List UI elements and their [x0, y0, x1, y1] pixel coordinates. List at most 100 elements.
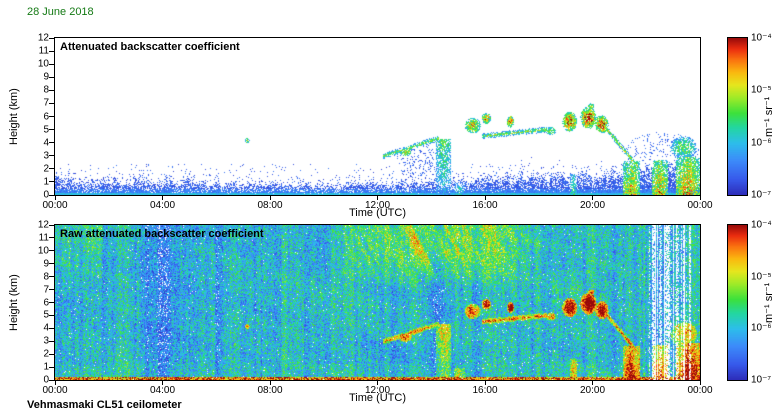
- y-tick-mark: [49, 37, 54, 39]
- colorbar-tick-label: 10⁻⁵: [751, 271, 772, 283]
- x-tick-label: 08:00: [257, 200, 283, 211]
- y-tick-label: 12: [37, 219, 49, 231]
- y-tick-mark: [49, 142, 54, 144]
- x-tick-label: 00:00: [687, 385, 713, 396]
- y-tick-label: 7: [43, 284, 49, 296]
- x-tick-mark: [269, 381, 271, 385]
- colorbar-units-top: m⁻¹ sr⁻¹: [763, 96, 775, 137]
- x-tick-mark: [699, 381, 701, 385]
- colorbar-tick-label: 10⁻⁷: [751, 374, 772, 386]
- y-tick-label: 2: [43, 348, 49, 360]
- x-tick-label: 00:00: [42, 200, 68, 211]
- panel-raw-backscatter: Raw attenuated backscatter coefficient: [54, 224, 701, 381]
- x-tick-mark: [484, 196, 486, 200]
- instrument-label: Vehmasmaki CL51 ceilometer: [27, 399, 182, 411]
- y-tick-label: 3: [43, 150, 49, 162]
- x-tick-label: 08:00: [257, 385, 283, 396]
- panel-title-raw: Raw attenuated backscatter coefficient: [60, 228, 264, 240]
- y-tick-mark: [49, 116, 54, 117]
- y-tick-mark: [49, 89, 54, 91]
- y-tick-mark: [49, 366, 54, 368]
- y-tick-mark: [49, 263, 54, 265]
- y-tick-mark: [49, 276, 54, 278]
- raw-backscatter-heatmap: [55, 225, 700, 380]
- panel-title-attenuated: Attenuated backscatter coefficient: [60, 41, 240, 53]
- y-tick-label: 5: [43, 124, 49, 136]
- y-tick-mark: [49, 289, 54, 291]
- y-tick-mark: [49, 63, 54, 65]
- y-tick-mark: [49, 168, 54, 170]
- panel-attenuated-backscatter: Attenuated backscatter coefficient: [54, 37, 701, 196]
- y-tick-label: 3: [43, 335, 49, 347]
- y-tick-mark: [49, 129, 54, 131]
- y-tick-mark: [49, 379, 54, 381]
- y-tick-label: 4: [43, 137, 49, 149]
- y-tick-mark: [49, 340, 54, 342]
- y-tick-mark: [49, 327, 54, 329]
- y-tick-mark: [49, 50, 54, 52]
- colorbar-tick-label: 10⁻⁶: [751, 137, 772, 149]
- x-tick-label: 00:00: [687, 200, 713, 211]
- y-tick-label: 9: [43, 71, 49, 83]
- x-tick-label: 20:00: [579, 200, 606, 211]
- y-tick-mark: [49, 102, 54, 104]
- y-tick-label: 11: [38, 45, 49, 57]
- y-tick-label: 7: [43, 97, 49, 109]
- x-tick-label: 00:00: [42, 385, 68, 396]
- y-tick-label: 1: [43, 176, 49, 188]
- colorbar-top: [727, 37, 748, 196]
- y-tick-label: 8: [43, 271, 49, 283]
- x-tick-mark: [162, 381, 163, 385]
- x-tick-mark: [592, 381, 593, 385]
- colorbar-tick-label: 10⁻⁵: [751, 84, 772, 96]
- x-tick-mark: [377, 196, 378, 200]
- y-tick-mark: [49, 302, 54, 303]
- colorbar-units-bottom: m⁻¹ sr⁻¹: [763, 282, 775, 323]
- colorbar-tick-label: 10⁻⁴: [751, 32, 772, 44]
- y-tick-label: 6: [43, 297, 49, 308]
- x-tick-label: 04:00: [149, 200, 176, 211]
- y-tick-label: 1: [43, 361, 49, 373]
- y-tick-label: 0: [43, 374, 49, 386]
- x-tick-label: 12:00: [364, 385, 391, 396]
- y-tick-label: 10: [37, 58, 49, 70]
- attenuated-backscatter-heatmap: [55, 38, 700, 195]
- y-tick-label: 8: [43, 84, 49, 96]
- x-tick-label: 04:00: [149, 385, 176, 396]
- x-tick-label: 20:00: [579, 385, 606, 396]
- colorbar-tick-label: 10⁻⁷: [751, 189, 772, 201]
- x-tick-label: 16:00: [472, 200, 498, 211]
- x-tick-label: 12:00: [364, 200, 391, 211]
- y-tick-label: 12: [37, 32, 49, 44]
- x-tick-mark: [484, 381, 486, 385]
- colorbar-bottom: [727, 224, 748, 381]
- y-tick-mark: [49, 224, 54, 226]
- y-tick-label: 9: [43, 258, 49, 270]
- x-tick-mark: [269, 196, 271, 200]
- y-tick-label: 6: [43, 111, 49, 122]
- colorbar-tick-label: 10⁻⁶: [751, 322, 772, 334]
- y-tick-mark: [49, 250, 54, 252]
- y-tick-mark: [49, 353, 54, 355]
- y-tick-mark: [49, 237, 54, 239]
- y-tick-label: 0: [43, 189, 49, 201]
- x-tick-mark: [377, 381, 378, 385]
- x-tick-mark: [592, 196, 593, 200]
- x-axis-label-bottom: Time (UTC): [348, 392, 407, 404]
- y-tick-label: 11: [38, 232, 49, 244]
- y-tick-label: 4: [43, 322, 49, 334]
- y-tick-label: 2: [43, 163, 49, 175]
- x-tick-mark: [54, 196, 56, 200]
- x-tick-label: 16:00: [472, 385, 498, 396]
- x-tick-mark: [699, 196, 701, 200]
- colorbar-tick-label: 10⁻⁴: [751, 219, 772, 231]
- colorbar-bottom-gradient: [728, 225, 747, 380]
- date-label: 28 June 2018: [27, 6, 94, 18]
- colorbar-top-gradient: [728, 38, 747, 195]
- y-tick-mark: [49, 181, 54, 183]
- x-tick-mark: [54, 381, 56, 385]
- y-tick-label: 10: [37, 245, 49, 257]
- y-tick-mark: [49, 155, 54, 157]
- x-axis-label-top: Time (UTC): [348, 207, 407, 219]
